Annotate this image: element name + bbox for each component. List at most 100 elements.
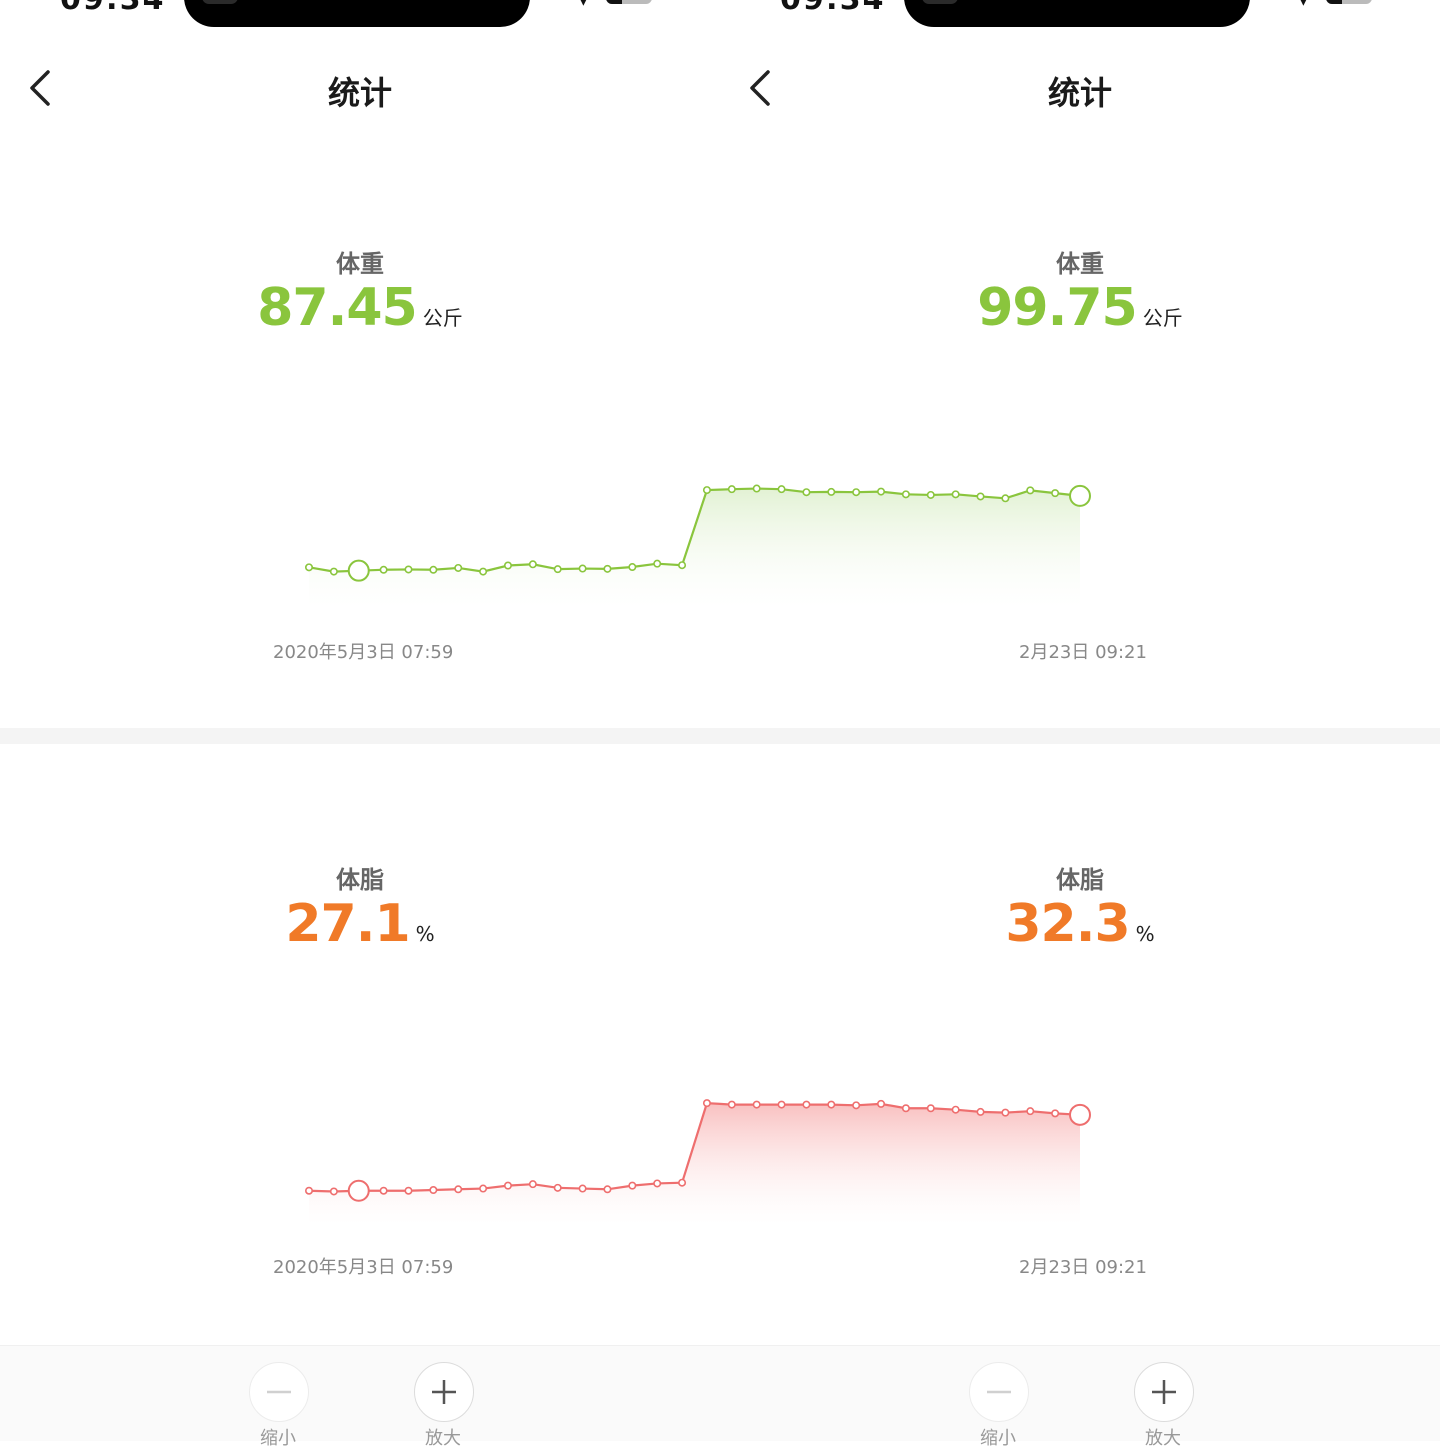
data-point [802, 1100, 811, 1109]
data-point [329, 1187, 338, 1196]
data-point [628, 1181, 637, 1190]
selected-point [347, 559, 370, 582]
status-time: 09:34 [60, 0, 166, 17]
chart-area [720, 488, 1080, 608]
data-point [429, 565, 438, 574]
signal-icon: ▼ [1298, 0, 1309, 8]
weight-chart-plot [304, 486, 720, 608]
weight-value: 99.75 [977, 278, 1137, 338]
data-point [901, 490, 910, 499]
fat-chart[interactable]: 2020年5月3日 07:59 [0, 1090, 720, 1290]
series-line [308, 488, 720, 573]
weight-value-row: 99.75 公斤 [720, 278, 1440, 338]
fat-value: 27.1 [285, 894, 410, 954]
fat-value: 32.3 [1005, 894, 1130, 954]
data-point [553, 565, 562, 574]
data-point [528, 1180, 537, 1189]
data-point [578, 1184, 587, 1193]
title-bar: 统计 [720, 50, 1440, 126]
data-point [1051, 489, 1060, 498]
back-button[interactable] [738, 64, 782, 112]
data-point [1026, 1107, 1035, 1116]
data-point [329, 567, 338, 576]
data-point [404, 565, 413, 574]
signal-icon: ▼ [578, 0, 589, 8]
fat-label: 体脂 [336, 866, 384, 894]
data-point [777, 485, 786, 494]
data-point [503, 561, 512, 570]
data-point [702, 486, 711, 495]
data-point [653, 559, 662, 568]
status-time: 09:34 [780, 0, 886, 17]
title-bar: 统计 [0, 50, 720, 126]
data-point [777, 1100, 786, 1109]
chart-area [720, 1103, 1080, 1225]
data-point [802, 488, 811, 497]
fat-unit: % [1135, 922, 1155, 946]
data-point [827, 487, 836, 496]
data-point [479, 1184, 488, 1193]
data-point [429, 1186, 438, 1195]
back-button[interactable] [18, 64, 62, 112]
data-point [553, 1183, 562, 1192]
fat-chart[interactable]: 2月23日 09:21 [720, 1090, 1440, 1290]
data-point [877, 1099, 886, 1108]
data-point [852, 1101, 861, 1110]
camera-island [904, 0, 1250, 27]
battery-icon [1326, 0, 1372, 4]
fat-value-row: 27.1% [0, 894, 720, 954]
data-point [877, 487, 886, 496]
status-bar: 09:34 ▼ [0, 0, 720, 30]
weight-chart[interactable]: 2月23日 09:21 [720, 470, 1440, 670]
selected-point [1069, 484, 1091, 507]
data-point [1001, 1108, 1010, 1117]
minus-icon [267, 1390, 291, 1394]
camera-island [184, 0, 530, 27]
section-divider [0, 728, 1440, 744]
data-point [1026, 486, 1035, 495]
data-point [702, 1099, 711, 1108]
data-point [404, 1186, 413, 1195]
data-point [976, 492, 985, 501]
data-point [926, 1104, 935, 1113]
fat-value-row: 32.3% [720, 894, 1440, 954]
data-point [852, 488, 861, 497]
fat-end-date: 2月23日 09:21 [1019, 1257, 1147, 1278]
data-point [1051, 1109, 1060, 1118]
zoom-in-button[interactable] [1134, 1362, 1194, 1422]
zoom-out-button[interactable] [249, 1362, 309, 1422]
selected-point [1069, 1103, 1091, 1126]
data-point [603, 564, 612, 573]
weight-value: 87.45 [257, 278, 417, 338]
data-point [727, 485, 736, 494]
zoom-in-button[interactable] [414, 1362, 474, 1422]
fat-chart-plot [720, 1099, 1091, 1225]
zoom-out-button[interactable] [969, 1362, 1029, 1422]
chart-area [309, 489, 720, 608]
data-point [951, 490, 960, 499]
zoom-toolbar: 缩小 放大 缩小 放大 [0, 1345, 1440, 1449]
data-point [578, 564, 587, 573]
weight-label: 体重 [1056, 250, 1104, 278]
data-point [304, 563, 313, 572]
data-point [603, 1185, 612, 1194]
fat-chart-plot [304, 1099, 720, 1225]
chevron-left-icon [750, 70, 770, 106]
data-point [827, 1100, 836, 1109]
data-point [653, 1179, 662, 1188]
data-point [901, 1104, 910, 1113]
weight-unit: 公斤 [1142, 306, 1183, 330]
fat-unit: % [415, 922, 435, 946]
fat-label: 体脂 [1056, 866, 1104, 894]
weight-chart[interactable]: 2020年5月3日 07:59 [0, 470, 720, 670]
data-point [1001, 494, 1010, 503]
data-point [678, 1178, 687, 1187]
plus-icon [1152, 1380, 1176, 1404]
data-point [528, 560, 537, 569]
data-point [379, 1186, 388, 1195]
data-point [379, 565, 388, 574]
selected-point [347, 1179, 370, 1202]
zoom-out-label: 缩小 [980, 1428, 1016, 1449]
plus-icon [432, 1380, 456, 1404]
